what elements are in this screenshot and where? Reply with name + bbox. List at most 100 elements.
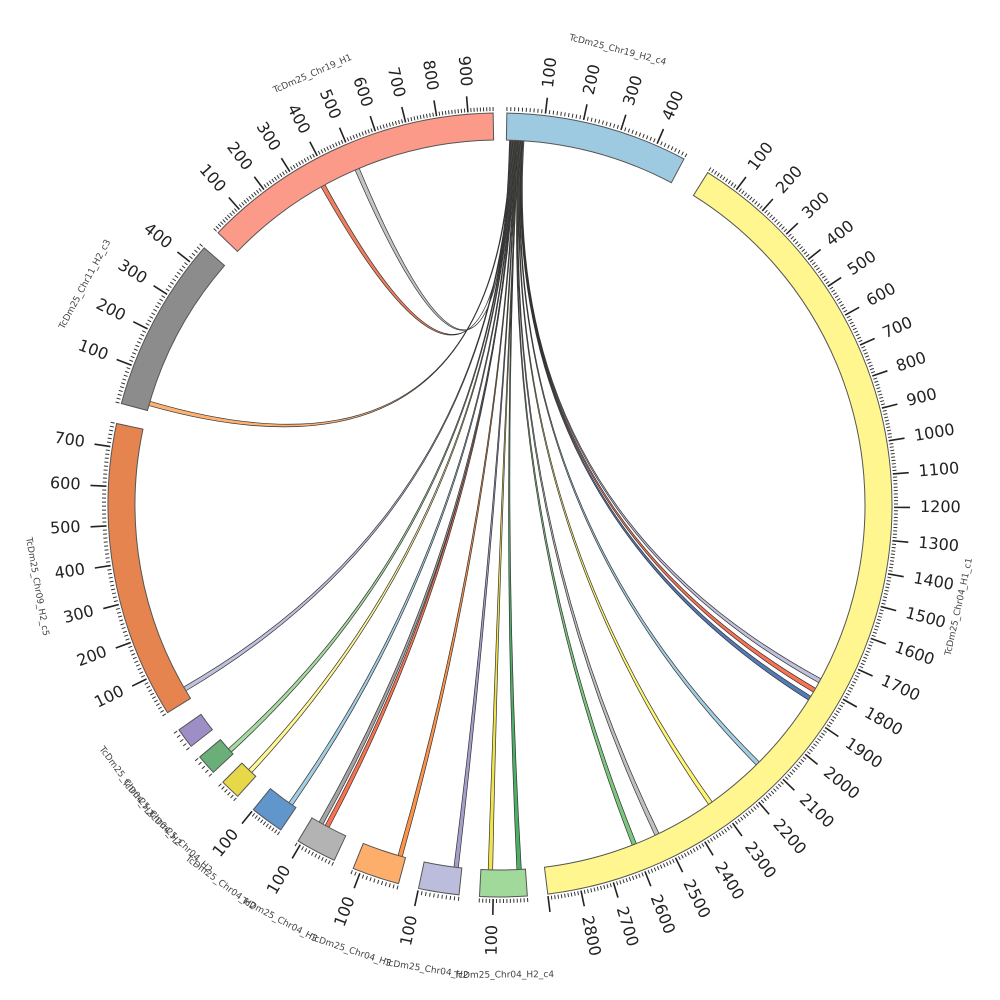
axis-tick bbox=[304, 848, 308, 853]
axis-tick bbox=[613, 123, 616, 128]
axis-tick bbox=[809, 259, 814, 263]
axis-tick bbox=[445, 895, 448, 900]
tick-label: 2000 bbox=[820, 763, 864, 803]
axis-tick bbox=[331, 861, 334, 866]
axis-tick bbox=[811, 261, 816, 266]
axis-tick bbox=[873, 628, 878, 631]
segment-s_b[interactable] bbox=[252, 787, 297, 831]
axis-tick bbox=[149, 315, 154, 319]
axis-tick bbox=[577, 891, 579, 896]
axis-tick bbox=[860, 662, 865, 666]
segment-s_y[interactable] bbox=[222, 762, 257, 798]
axis-tick bbox=[769, 214, 773, 219]
segment-s_c4_top[interactable] bbox=[505, 112, 685, 184]
axis-tick bbox=[548, 110, 551, 115]
axis-tick bbox=[186, 747, 190, 751]
axis-tick bbox=[858, 339, 863, 343]
axis-tick bbox=[880, 403, 886, 406]
axis-tick bbox=[141, 330, 147, 333]
axis-tick bbox=[579, 115, 582, 120]
axis-tick bbox=[656, 128, 665, 144]
segment-s_c3[interactable] bbox=[120, 247, 226, 412]
tick-label: 800 bbox=[419, 59, 443, 92]
tick-label: 2800 bbox=[578, 914, 605, 958]
axis-tick bbox=[823, 278, 828, 282]
axis-tick bbox=[708, 167, 712, 172]
axis-tick bbox=[738, 188, 742, 193]
segment-s_big[interactable] bbox=[543, 171, 893, 895]
axis-tick bbox=[111, 588, 116, 591]
axis-tick bbox=[444, 110, 447, 115]
axis-tick bbox=[871, 371, 876, 374]
axis-tick bbox=[230, 794, 234, 799]
axis-tick bbox=[115, 641, 132, 649]
axis-tick bbox=[165, 288, 170, 292]
axis-tick bbox=[227, 791, 231, 796]
axis-tick bbox=[373, 878, 376, 883]
axis-tick bbox=[887, 576, 892, 579]
axis-tick bbox=[780, 781, 784, 785]
axis-tick bbox=[179, 738, 184, 743]
axis-tick bbox=[845, 692, 850, 696]
axis-tick bbox=[135, 344, 140, 348]
axis-tick bbox=[573, 891, 576, 896]
axis-tick bbox=[276, 175, 280, 179]
axis-tick bbox=[109, 580, 114, 583]
axis-tick bbox=[268, 825, 272, 830]
axis-tick bbox=[280, 157, 291, 173]
segment-s_o[interactable] bbox=[352, 842, 407, 885]
segment-s_c5[interactable] bbox=[107, 422, 192, 714]
tick-label: 300 bbox=[61, 601, 95, 627]
axis-tick bbox=[765, 795, 770, 799]
axis-tick bbox=[873, 377, 878, 380]
axis-tick bbox=[885, 423, 890, 425]
axis-tick bbox=[723, 828, 728, 833]
axis-tick bbox=[587, 889, 589, 894]
tick-label: 500 bbox=[316, 86, 345, 122]
axis-tick bbox=[809, 748, 813, 752]
axis-tick bbox=[707, 839, 711, 844]
segment-s_p[interactable] bbox=[178, 713, 214, 748]
axis-tick bbox=[433, 893, 435, 898]
axis-tick bbox=[776, 221, 781, 226]
axis-tick bbox=[394, 120, 397, 125]
axis-tick bbox=[839, 303, 844, 307]
axis-tick bbox=[132, 656, 137, 660]
axis-tick bbox=[119, 619, 124, 622]
axis-tick bbox=[670, 146, 674, 151]
axis-tick bbox=[182, 743, 187, 747]
axis-tick bbox=[792, 238, 797, 242]
segment-s_gr[interactable] bbox=[297, 817, 347, 861]
axis-tick bbox=[309, 141, 318, 157]
axis-tick bbox=[449, 895, 452, 900]
segment-s_lav[interactable] bbox=[417, 861, 463, 896]
axis-tick bbox=[107, 437, 112, 440]
axis-tick bbox=[751, 198, 756, 203]
link-ribbon bbox=[248, 139, 515, 774]
axis-tick bbox=[777, 783, 782, 788]
tick-label: 2100 bbox=[796, 790, 838, 832]
axis-tick bbox=[429, 113, 431, 118]
axis-tick bbox=[208, 773, 213, 777]
axis-tick bbox=[284, 169, 288, 174]
tick-label: 1900 bbox=[842, 733, 886, 772]
axis-tick bbox=[677, 149, 681, 154]
axis-tick bbox=[781, 226, 785, 230]
axis-tick bbox=[134, 660, 139, 663]
segments-layer bbox=[107, 112, 893, 898]
segment-label: TcDm25_Chr04_H1_c1 bbox=[943, 557, 975, 658]
segment-label: TcDm25_Chr19_H1 bbox=[271, 53, 354, 96]
axis-tick bbox=[441, 894, 443, 899]
axis-tick bbox=[150, 692, 155, 696]
segment-s_h1[interactable] bbox=[217, 112, 495, 253]
axis-tick bbox=[859, 337, 875, 346]
axis-tick bbox=[253, 191, 257, 196]
segment-s_g[interactable] bbox=[478, 868, 528, 898]
axis-tick bbox=[678, 856, 681, 861]
axis-tick bbox=[176, 734, 181, 738]
segment-s_gg[interactable] bbox=[199, 738, 234, 774]
tick-label: 300 bbox=[253, 118, 285, 154]
axis-tick bbox=[132, 320, 148, 330]
axis-tick bbox=[837, 707, 842, 711]
tick-label: 100 bbox=[744, 138, 778, 174]
